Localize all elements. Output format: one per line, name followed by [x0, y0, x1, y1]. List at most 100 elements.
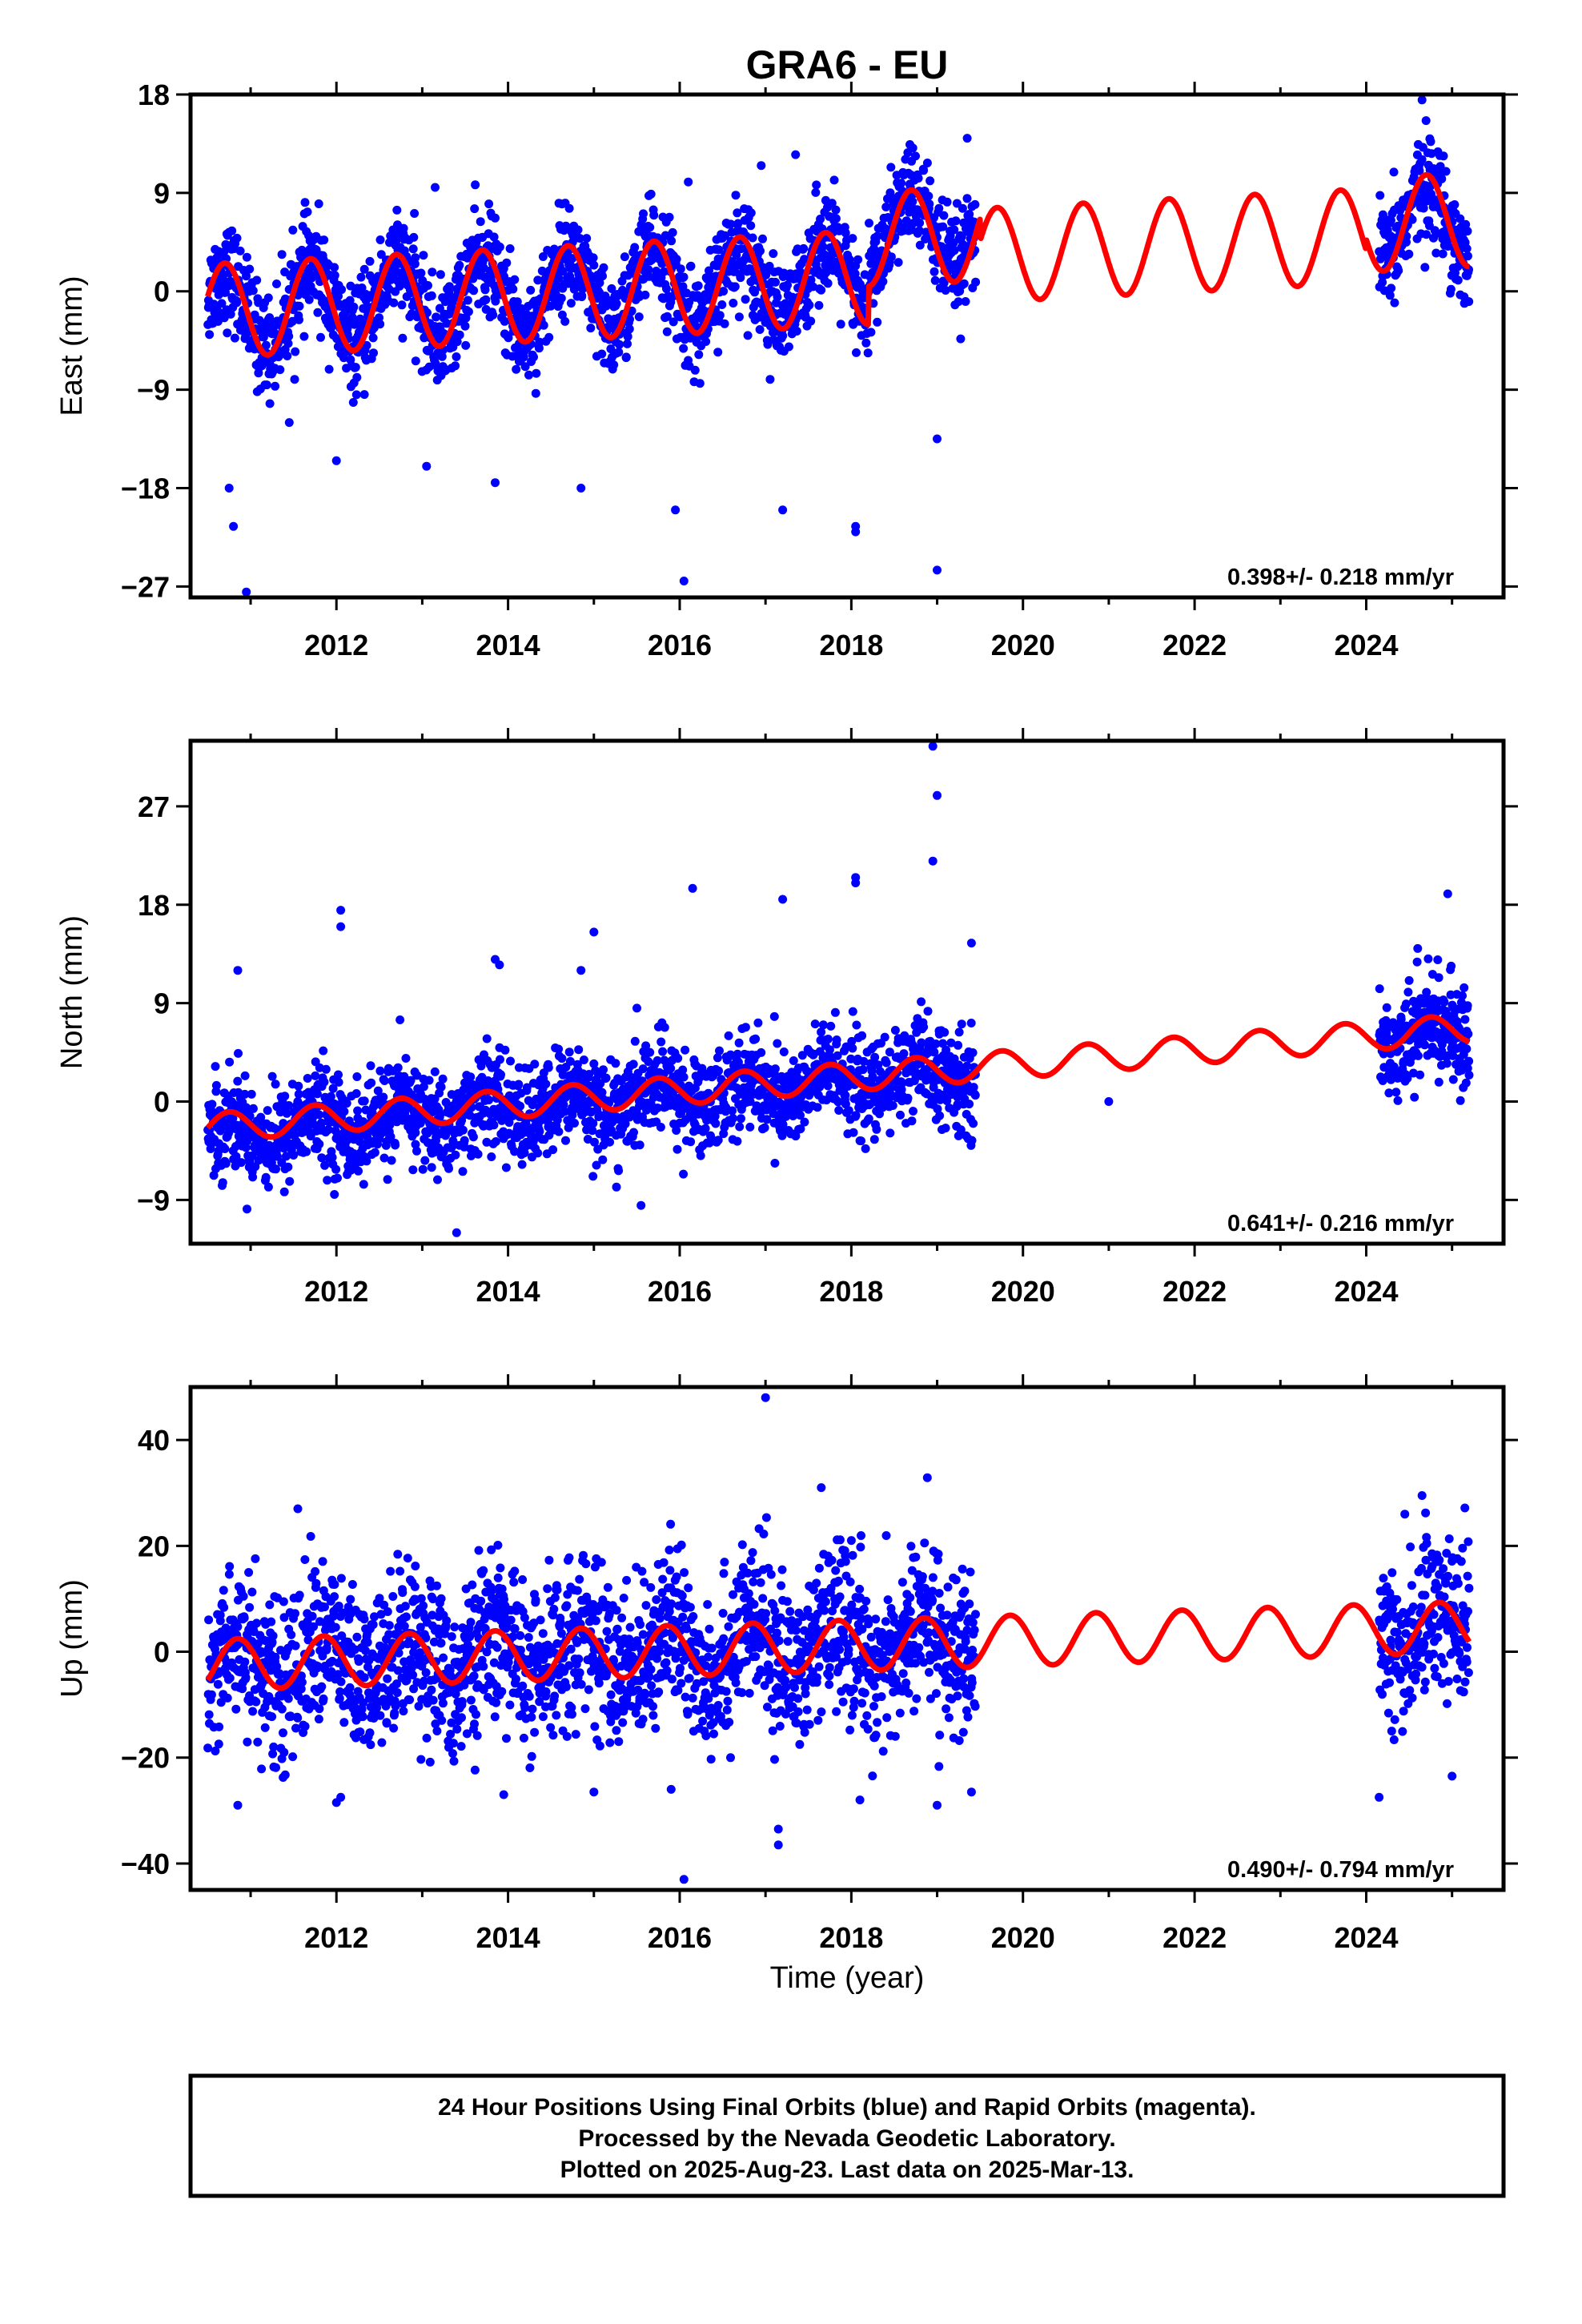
north-data-point	[769, 1011, 779, 1021]
east-data-point	[375, 313, 383, 323]
north-data-point	[548, 1145, 558, 1155]
north-data-point	[630, 1036, 640, 1046]
north-data-point	[957, 1019, 966, 1029]
north-x-tick-label: 2014	[476, 1275, 540, 1308]
north-data-point	[954, 1040, 963, 1050]
east-data-point	[942, 197, 952, 207]
east-data-point	[667, 236, 677, 246]
east-data-point	[242, 271, 251, 281]
east-outlier-point	[933, 434, 942, 444]
north-data-point	[666, 1063, 676, 1073]
up-data-point	[219, 1602, 229, 1612]
north-outlier-point	[336, 922, 346, 931]
north-data-point	[514, 1080, 524, 1089]
east-data-point	[437, 352, 447, 361]
east-data-point	[873, 317, 882, 327]
east-y-tick-label: −27	[121, 570, 170, 603]
north-data-point	[1420, 1040, 1429, 1050]
north-data-point	[248, 1104, 258, 1113]
north-data-point	[923, 1007, 933, 1016]
north-data-point	[294, 1081, 303, 1091]
north-data-points	[203, 742, 1474, 1237]
east-data-point	[668, 227, 677, 237]
north-data-point	[334, 1070, 343, 1080]
east-data-point	[349, 302, 359, 312]
east-data-point	[1389, 167, 1399, 177]
east-data-point	[612, 299, 621, 308]
east-data-point	[713, 348, 723, 357]
north-data-point	[800, 1117, 809, 1127]
east-data-point	[771, 277, 780, 287]
up-data-point	[260, 1723, 270, 1732]
east-data-point	[351, 390, 361, 400]
north-data-point	[728, 1106, 737, 1116]
east-data-point	[284, 332, 294, 341]
north-data-point	[1391, 1088, 1401, 1097]
east-data-point	[961, 297, 970, 306]
north-data-point	[1403, 987, 1413, 997]
north-data-point	[970, 1091, 980, 1100]
east-data-point	[502, 258, 512, 267]
up-data-point	[225, 1562, 235, 1571]
north-data-point	[321, 1064, 331, 1074]
east-data-point	[811, 187, 821, 197]
east-x-tick-label: 2022	[1162, 629, 1227, 661]
north-data-point	[375, 1066, 385, 1076]
north-data-point	[1423, 954, 1433, 963]
east-data-point	[743, 331, 753, 340]
north-data-point	[458, 1125, 468, 1135]
up-data-point	[241, 1673, 251, 1683]
north-data-point	[436, 1082, 446, 1092]
east-data-point	[639, 209, 648, 219]
north-data-point	[614, 1166, 624, 1176]
east-data-point	[748, 233, 757, 243]
east-data-point	[586, 324, 596, 333]
up-data-point	[233, 1622, 243, 1631]
north-data-point	[473, 1149, 483, 1159]
east-y-tick-label: −9	[137, 374, 170, 407]
north-data-point	[907, 1116, 917, 1126]
east-data-point	[1450, 200, 1460, 209]
east-data-point	[1446, 284, 1456, 294]
east-data-point	[345, 296, 355, 305]
east-outlier-point	[933, 565, 942, 575]
north-data-point	[818, 1020, 828, 1030]
east-data-point	[729, 299, 738, 308]
north-data-point	[1460, 983, 1469, 992]
north-data-point	[458, 1167, 468, 1176]
east-outlier-point	[229, 521, 239, 531]
up-data-point	[204, 1710, 214, 1719]
north-y-tick-label: 9	[154, 987, 170, 1020]
east-data-point	[962, 194, 972, 203]
north-outlier-point	[928, 856, 938, 866]
north-data-point	[686, 1137, 696, 1147]
east-data-point	[471, 180, 480, 190]
north-data-point	[1410, 1092, 1419, 1102]
north-data-point	[890, 1026, 900, 1035]
east-data-point	[357, 283, 367, 292]
east-data-point	[288, 225, 298, 235]
east-data-point	[694, 350, 704, 360]
up-y-tick-label: −20	[121, 1742, 170, 1775]
east-data-point	[695, 379, 705, 388]
north-y-tick-label: 0	[154, 1086, 170, 1119]
east-data-point	[783, 280, 792, 290]
north-data-point	[834, 1106, 844, 1115]
east-data-point	[733, 208, 742, 218]
north-data-point	[645, 1047, 655, 1057]
east-data-point	[731, 191, 741, 200]
east-data-point	[460, 321, 470, 331]
east-data-point	[531, 388, 540, 398]
east-data-point	[291, 347, 300, 356]
north-data-point	[848, 1007, 857, 1016]
north-data-point	[367, 1078, 376, 1088]
east-data-point	[314, 199, 323, 208]
east-data-point	[538, 252, 548, 261]
north-data-point	[852, 1020, 861, 1030]
north-data-point	[1462, 1044, 1472, 1054]
north-data-point	[271, 1080, 280, 1089]
east-data-point	[230, 333, 239, 343]
north-data-point	[383, 1175, 392, 1184]
north-data-point	[1382, 1003, 1391, 1012]
